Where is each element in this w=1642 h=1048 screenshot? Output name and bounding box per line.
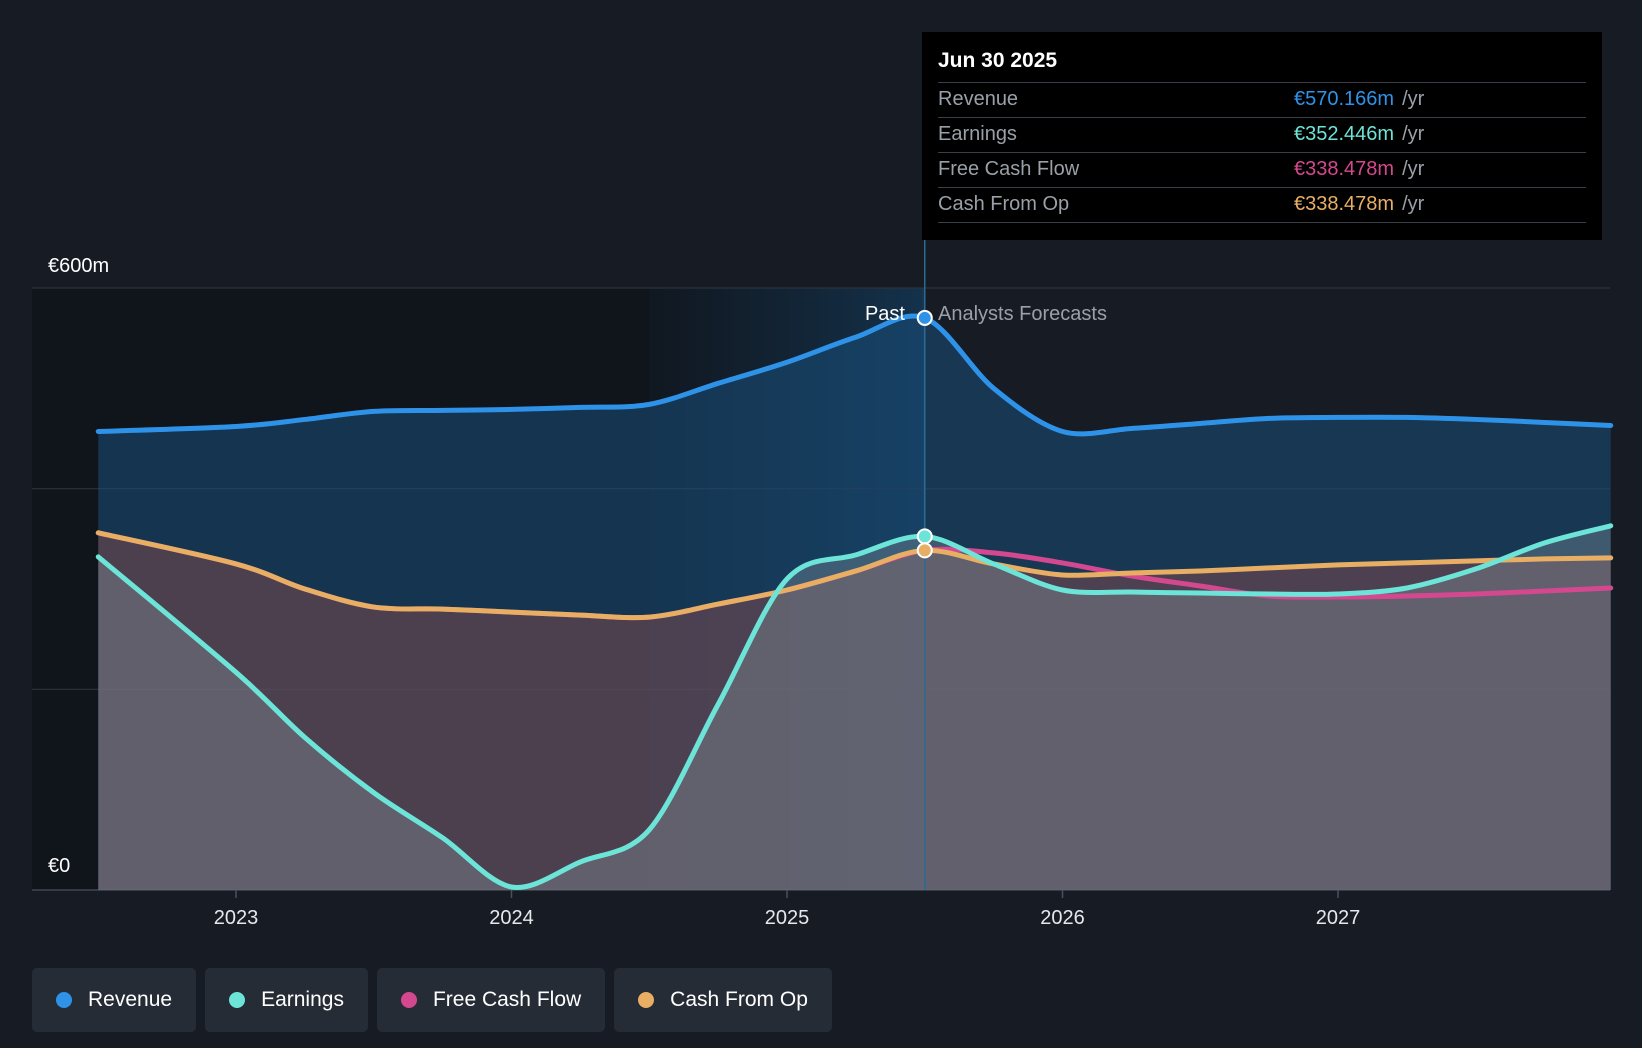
legend-label: Cash From Op	[670, 988, 808, 1011]
x-tick-label: 2023	[214, 907, 259, 929]
tooltip-value: €570.166m	[1294, 88, 1395, 110]
tooltip-date: Jun 30 2025	[938, 46, 1586, 83]
tooltip-label: Earnings	[938, 123, 1017, 145]
tooltip-label: Free Cash Flow	[938, 158, 1080, 180]
marker-earnings	[916, 528, 933, 545]
legend-item-earnings[interactable]: Earnings	[205, 968, 368, 1032]
tooltip-unit: /yr	[1402, 193, 1425, 215]
legend-item-cash-from-op[interactable]: Cash From Op	[614, 968, 832, 1032]
legend-label: Revenue	[88, 988, 173, 1011]
line-revenue	[95, 313, 1614, 437]
legend-dot-icon	[400, 992, 417, 1008]
tooltip-unit: /yr	[1402, 158, 1425, 180]
area-cash-from-op	[98, 532, 1611, 890]
x-tick-label: 2026	[1040, 907, 1085, 929]
chart-legend: Revenue Earnings Free Cash Flow Cash Fro…	[32, 968, 832, 1032]
x-tick-label: 2024	[489, 907, 534, 929]
tooltip-value: €352.446m	[1294, 123, 1395, 145]
legend-dot-icon	[56, 992, 72, 1008]
past-label: Past	[865, 303, 905, 325]
area-earnings	[98, 525, 1611, 890]
legend-label: Free Cash Flow	[432, 988, 582, 1011]
x-tick-label: 2025	[765, 907, 810, 929]
tooltip-value: €338.478m	[1294, 158, 1395, 180]
legend-item-revenue[interactable]: Revenue	[32, 968, 197, 1032]
legend-label: Earnings	[261, 988, 344, 1011]
marker-revenue	[916, 309, 933, 326]
marker-cash-from-op	[916, 542, 933, 559]
tooltip-label: Revenue	[938, 88, 1019, 110]
tooltip-value: €338.478m	[1294, 193, 1395, 215]
tooltip-unit: /yr	[1402, 123, 1425, 145]
legend-dot-icon	[638, 992, 655, 1008]
line-cash-from-op	[95, 530, 1614, 621]
data-tooltip: Jun 30 2025 Revenue €570.166m /yr Earnin…	[922, 32, 1602, 240]
tooltip-row-revenue: Revenue €570.166m /yr	[938, 83, 1586, 118]
tooltip-row-cash-from-op: Cash From Op €338.478m /yr	[938, 188, 1586, 223]
tooltip-label: Cash From Op	[938, 193, 1070, 215]
legend-item-free-cash-flow[interactable]: Free Cash Flow	[376, 968, 606, 1032]
line-earnings	[95, 523, 1614, 890]
y-axis-min-label: €0	[48, 855, 70, 877]
tooltip-row-free-cash-flow: Free Cash Flow €338.478m /yr	[938, 153, 1586, 188]
tooltip-row-earnings: Earnings €352.446m /yr	[938, 118, 1586, 153]
forecast-label: Analysts Forecasts	[938, 303, 1107, 325]
x-tick-label: 2027	[1316, 907, 1361, 929]
tooltip-unit: /yr	[1402, 88, 1425, 110]
legend-dot-icon	[229, 992, 246, 1008]
y-axis-max-label: €600m	[48, 255, 109, 277]
